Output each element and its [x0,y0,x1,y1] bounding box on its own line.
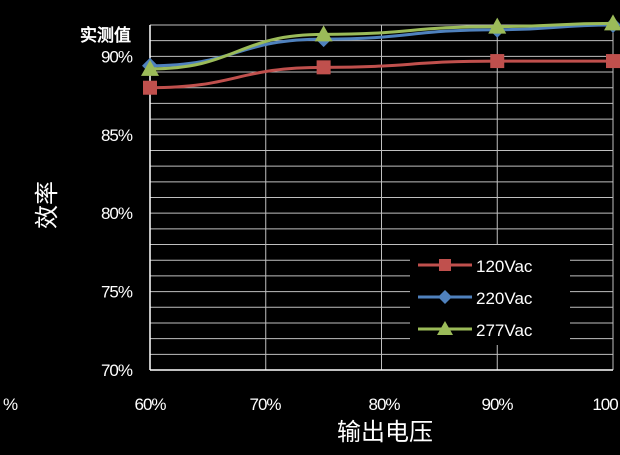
legend-marker [438,290,452,304]
data-point [488,17,507,34]
data-point [143,80,157,95]
y-axis-title: 效率 [34,181,61,229]
chart-legend: 120Vac 220Vac 277Vac [410,245,570,345]
x-tick-label: 70% [249,395,281,414]
data-point [606,54,620,69]
legend-label: 220Vac [476,289,533,308]
x-axis-title: 输出电压 [337,419,433,446]
legend-marker [437,321,453,335]
legend-item: 120Vac [418,257,533,276]
legend-label: 277Vac [476,321,533,340]
x-tick-label: 100 [592,395,618,414]
data-point [141,59,159,76]
x-tick-label: % [3,395,18,414]
x-axis-ticks: % 60% 70% 80% 90% 100 [3,395,619,414]
data-point [490,54,505,69]
legend-item: 277Vac [418,321,533,340]
legend-marker [439,259,451,271]
legend-label: 120Vac [476,257,533,276]
series-line [149,59,613,90]
y-tick-label: 90% [101,47,133,66]
data-point [604,14,620,31]
y-tick-label: 75% [101,283,133,302]
series-line [149,21,614,71]
chart-top-fragment: 实测值 [80,25,131,45]
y-tick-label: 80% [101,204,133,223]
x-tick-label: 90% [481,395,513,414]
data-point [314,25,333,42]
y-tick-label: 85% [101,126,133,145]
x-tick-label: 60% [134,395,166,414]
data-point [316,60,331,75]
y-axis-ticks: 70% 75% 80% 85% 90% [101,47,134,380]
series-277Vac [141,14,620,76]
legend-item: 220Vac [418,289,533,308]
x-tick-label: 80% [368,395,400,414]
series-group [141,14,620,95]
series-120Vac [143,54,620,95]
y-tick-label: 70% [101,361,133,380]
